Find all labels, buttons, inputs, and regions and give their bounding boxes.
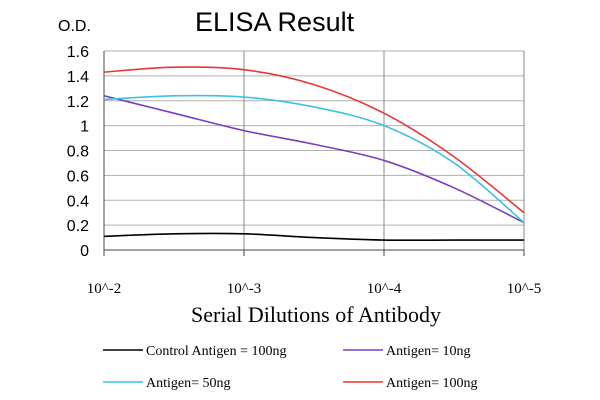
y-tick-label: 0.4 bbox=[67, 193, 89, 210]
y-tick-label: 0.2 bbox=[67, 218, 89, 235]
chart-title: ELISA Result bbox=[195, 7, 355, 37]
y-tick-label: 1.2 bbox=[67, 94, 89, 111]
legend-item: Antigen= 50ng bbox=[103, 376, 231, 391]
x-tick-label: 10^-2 bbox=[87, 281, 122, 297]
y-axis-label: O.D. bbox=[58, 18, 91, 35]
series-line-2 bbox=[103, 94, 525, 224]
x-tick-label: 10^-4 bbox=[367, 281, 402, 297]
x-tick-label: 10^-5 bbox=[507, 281, 542, 297]
x-axis-label: Serial Dilutions of Antibody bbox=[191, 302, 441, 327]
y-tick-label: 1.6 bbox=[67, 44, 89, 61]
legend: Control Antigen = 100ng Antigen= 10ng Anti… bbox=[103, 344, 478, 391]
y-tick-label: 1 bbox=[80, 119, 89, 136]
legend-item: Control Antigen = 100ng bbox=[103, 344, 287, 359]
series-line-3 bbox=[103, 66, 525, 214]
series-line-1 bbox=[103, 95, 525, 224]
legend-item: Antigen= 10ng bbox=[343, 344, 471, 359]
legend-label: Antigen= 50ng bbox=[146, 376, 231, 391]
legend-label: Antigen= 100ng bbox=[386, 376, 478, 391]
axis-layer: 0 0.2 0.4 0.6 0.8 1 1.2 1.4 1.6 10^-2 10^-3 10^-4 10… bbox=[67, 44, 542, 297]
y-tick-label: 0 bbox=[80, 243, 89, 260]
legend-item: Antigen= 100ng bbox=[343, 376, 478, 391]
series-line-0 bbox=[103, 232, 524, 242]
series-layer bbox=[103, 66, 525, 242]
grid-layer bbox=[103, 50, 525, 251]
y-tick-label: 0.8 bbox=[67, 144, 89, 161]
legend-label: Antigen= 10ng bbox=[386, 344, 471, 359]
y-tick-label: 1.4 bbox=[67, 69, 89, 86]
x-tick-label: 10^-3 bbox=[227, 281, 262, 297]
legend-label: Control Antigen = 100ng bbox=[146, 344, 287, 359]
y-tick-label: 0.6 bbox=[67, 168, 89, 185]
